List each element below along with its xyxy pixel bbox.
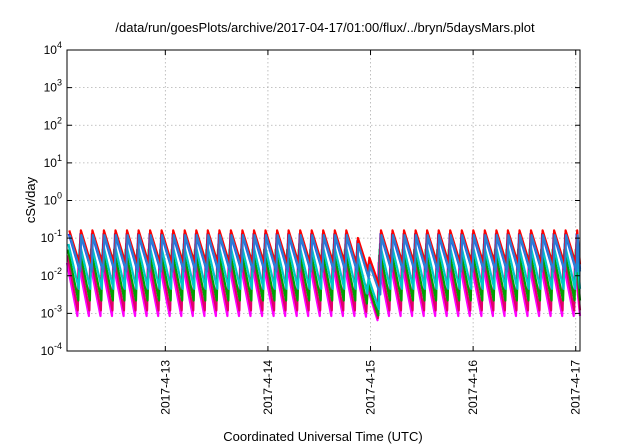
y-tick-exponent: 4	[57, 40, 62, 50]
x-tick-label: 2017-4-13	[158, 360, 172, 415]
x-tick-label: 2017-4-16	[466, 360, 480, 415]
y-tick-base: 10	[44, 156, 58, 170]
y-tick-label: 101	[44, 153, 62, 170]
y-tick-base: 10	[41, 231, 55, 245]
series-line	[68, 234, 582, 296]
y-tick-label: 10-3	[41, 303, 62, 320]
y-tick-label: 102	[44, 115, 62, 132]
x-axis-label: Coordinated Universal Time (UTC)	[223, 429, 422, 444]
y-tick-label: 103	[44, 78, 62, 95]
x-tick-label: 2017-4-14	[261, 360, 275, 415]
x-axis: 2017-4-13 2017-4-14 2017-4-15 2017-4-16 2017…	[158, 50, 583, 415]
y-tick-base: 10	[44, 81, 58, 95]
y-tick-label: 10-2	[41, 266, 62, 283]
y-tick-label: 104	[44, 40, 62, 57]
y-tick-exponent: 0	[57, 191, 62, 201]
y-tick-base: 10	[44, 43, 58, 57]
y-tick-exponent: -4	[54, 341, 62, 351]
y-tick-base: 10	[41, 269, 55, 283]
y-tick-exponent: -2	[54, 266, 62, 276]
y-tick-exponent: -1	[54, 228, 62, 238]
y-tick-exponent: -3	[54, 303, 62, 313]
y-tick-base: 10	[41, 344, 55, 358]
chart-title: /data/run/goesPlots/archive/2017-04-17/0…	[115, 20, 535, 35]
y-tick-base: 10	[44, 194, 58, 208]
y-tick-base: 10	[44, 118, 58, 132]
y-tick-exponent: 2	[57, 115, 62, 125]
series-group	[65, 229, 582, 322]
y-tick-exponent: 1	[57, 153, 62, 163]
y-tick-base: 10	[41, 306, 55, 320]
y-tick-label: 100	[44, 191, 62, 208]
y-tick-exponent: 3	[57, 78, 62, 88]
y-axis-label: cSv/day	[23, 176, 38, 223]
x-tick-label: 2017-4-15	[364, 360, 378, 415]
y-tick-label: 10-4	[41, 341, 62, 358]
y-tick-label: 10-1	[41, 228, 62, 245]
x-tick-label: 2017-4-17	[569, 360, 583, 415]
